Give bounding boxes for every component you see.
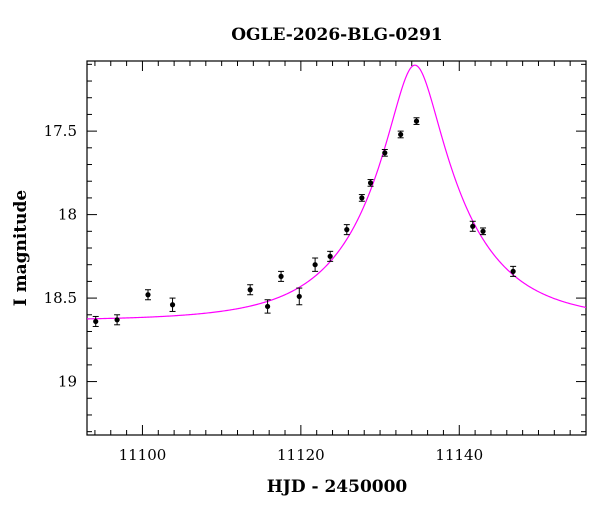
data-points-layer bbox=[92, 117, 517, 327]
point-marker bbox=[470, 223, 476, 229]
data-point bbox=[169, 297, 176, 312]
point-marker bbox=[413, 118, 420, 124]
data-point bbox=[469, 220, 476, 232]
model-curve bbox=[86, 64, 587, 320]
y-tick-label: 18 bbox=[58, 206, 77, 224]
point-marker bbox=[480, 228, 486, 234]
data-point bbox=[510, 265, 517, 277]
y-tick-label: 18.5 bbox=[44, 289, 77, 307]
data-point bbox=[296, 287, 303, 306]
x-tick-label: 11100 bbox=[119, 446, 167, 464]
data-point bbox=[343, 224, 350, 236]
x-tick-label: 11120 bbox=[277, 446, 325, 464]
data-point bbox=[413, 117, 420, 125]
model-curve-layer bbox=[86, 64, 587, 320]
point-marker bbox=[93, 318, 99, 325]
data-point bbox=[247, 284, 254, 296]
point-marker bbox=[359, 195, 365, 201]
point-marker bbox=[312, 262, 318, 268]
data-point bbox=[327, 250, 334, 262]
data-point bbox=[144, 289, 151, 301]
data-point bbox=[367, 179, 374, 187]
data-point bbox=[381, 148, 388, 157]
point-marker bbox=[367, 180, 374, 186]
chart-title: OGLE-2026-BLG-0291 bbox=[231, 25, 443, 45]
major-ticks bbox=[87, 61, 586, 435]
point-marker bbox=[510, 268, 516, 274]
y-tick-label: 17.5 bbox=[44, 122, 77, 140]
data-point bbox=[264, 299, 271, 314]
plot-area bbox=[86, 60, 587, 436]
x-tick-labels: 11100 11120 11140 bbox=[119, 446, 484, 464]
plot-frame bbox=[86, 60, 587, 436]
point-marker bbox=[169, 302, 176, 308]
point-marker bbox=[114, 317, 120, 323]
data-point bbox=[278, 270, 285, 282]
y-tick-label: 19 bbox=[58, 373, 77, 391]
point-marker bbox=[264, 303, 271, 310]
point-marker bbox=[296, 293, 302, 300]
data-point bbox=[92, 315, 99, 327]
data-point bbox=[358, 194, 365, 202]
data-point bbox=[397, 130, 404, 139]
point-marker bbox=[247, 287, 253, 293]
y-tick-labels: 17.5 18 18.5 19 bbox=[44, 122, 77, 390]
data-point bbox=[312, 257, 319, 272]
y-axis-label: I magnitude bbox=[11, 190, 31, 307]
point-marker bbox=[327, 253, 333, 259]
x-axis-label: HJD - 2450000 bbox=[267, 477, 408, 497]
minor-ticks bbox=[87, 61, 587, 435]
point-marker bbox=[278, 273, 284, 279]
data-point bbox=[480, 227, 487, 236]
data-point bbox=[114, 314, 121, 326]
point-marker bbox=[398, 131, 404, 138]
point-marker bbox=[344, 227, 350, 233]
point-marker bbox=[382, 150, 388, 156]
point-marker bbox=[145, 292, 151, 298]
x-tick-label: 11140 bbox=[435, 446, 483, 464]
